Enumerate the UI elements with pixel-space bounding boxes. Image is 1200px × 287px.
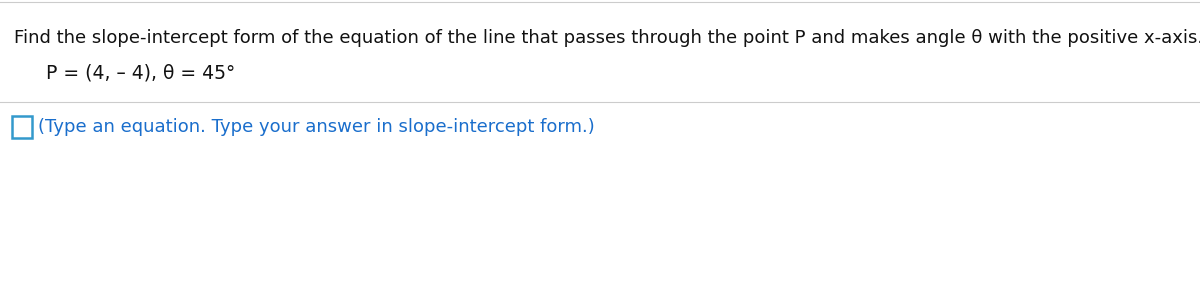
Text: P = (4, – 4), θ = 45°: P = (4, – 4), θ = 45° [46, 63, 235, 82]
Text: (Type an equation. Type your answer in slope-intercept form.): (Type an equation. Type your answer in s… [38, 118, 595, 136]
Text: Find the slope-intercept form of the equation of the line that passes through th: Find the slope-intercept form of the equ… [14, 29, 1200, 47]
FancyBboxPatch shape [12, 116, 32, 138]
